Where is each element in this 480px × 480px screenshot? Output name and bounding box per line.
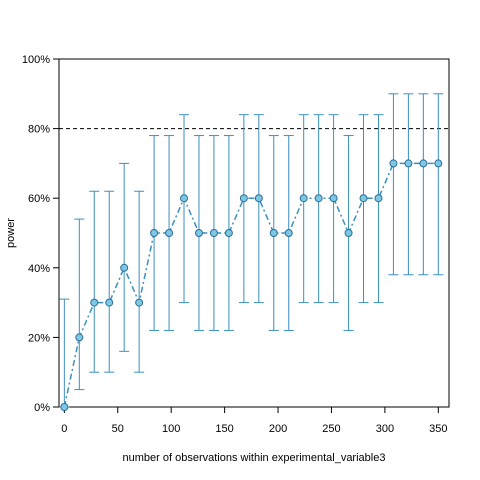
data-point	[419, 159, 428, 168]
data-point	[434, 159, 443, 168]
data-point	[150, 229, 159, 237]
y-axis-title: power	[5, 218, 17, 248]
y-tick-label: 60%	[28, 193, 50, 205]
data-point	[254, 194, 263, 203]
x-tick-label: 150	[215, 423, 233, 435]
data-point	[209, 229, 218, 237]
data-points	[60, 159, 443, 411]
data-point	[90, 298, 99, 307]
y-tick-label: 100%	[22, 54, 50, 66]
series-line	[63, 162, 439, 408]
data-point	[180, 194, 189, 203]
data-point	[359, 194, 368, 203]
y-tick-label: 80%	[28, 124, 50, 136]
data-point	[224, 229, 233, 237]
x-tick-label: 350	[429, 423, 447, 435]
y-tick-label: 0%	[34, 402, 50, 414]
data-point	[194, 229, 203, 237]
data-point	[284, 229, 293, 237]
x-tick-label: 250	[322, 423, 340, 435]
y-tick-label: 20%	[28, 332, 50, 344]
data-point	[329, 194, 338, 203]
data-point	[105, 298, 114, 307]
data-point	[344, 229, 353, 237]
x-axis-title: number of observations within experiment…	[123, 452, 386, 464]
plot-frame	[58, 58, 450, 408]
data-point	[165, 229, 174, 237]
y-tick-label: 40%	[28, 263, 50, 275]
data-point	[239, 194, 248, 203]
data-point	[60, 403, 69, 411]
data-point	[389, 159, 398, 168]
x-axis: 0 50 100 150 200 250 300 350	[61, 407, 447, 435]
data-point	[299, 194, 308, 203]
y-axis: 0% 20% 40% 60% 80% 100%	[22, 54, 59, 414]
x-tick-label: 300	[376, 423, 394, 435]
data-point	[374, 194, 383, 203]
data-point	[135, 298, 144, 307]
x-tick-label: 200	[269, 423, 287, 435]
data-point	[269, 229, 278, 237]
x-tick-label: 0	[61, 423, 67, 435]
x-tick-label: 100	[162, 423, 180, 435]
x-tick-label: 50	[112, 423, 124, 435]
data-point	[75, 333, 84, 342]
data-point	[120, 263, 129, 272]
error-bars	[59, 93, 444, 408]
data-point	[404, 159, 413, 168]
data-point	[314, 194, 323, 203]
series-line-group	[63, 162, 439, 408]
